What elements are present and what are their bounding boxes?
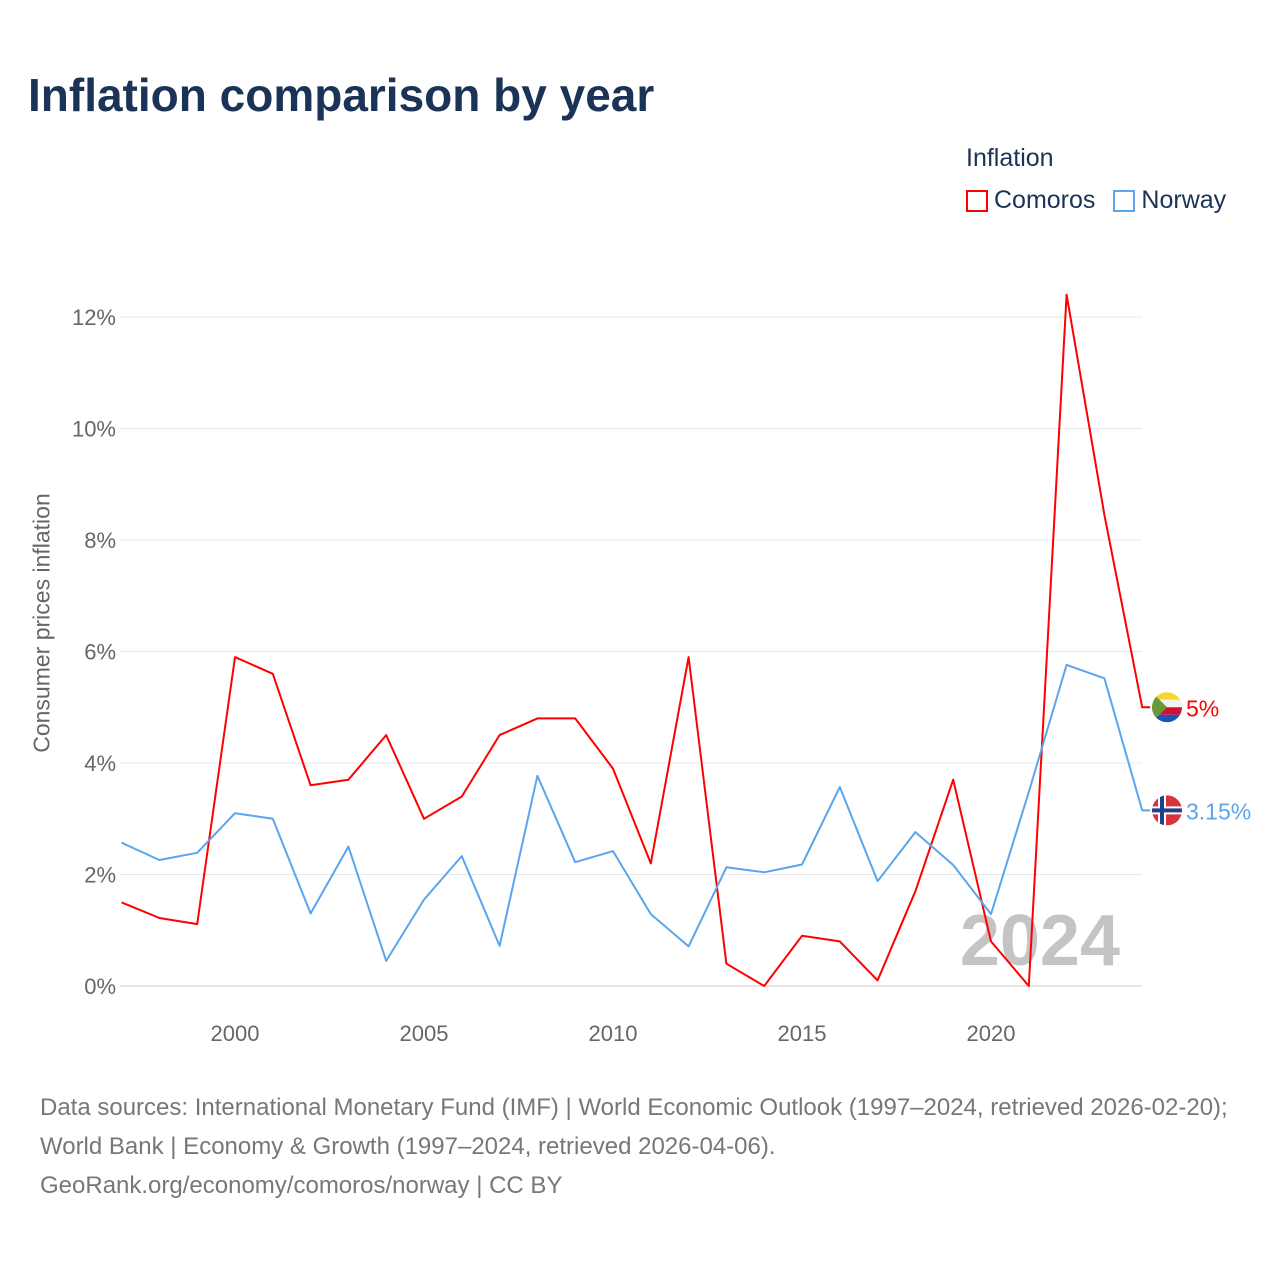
data-point: [800, 934, 804, 938]
data-sources: Data sources: International Monetary Fun…: [40, 1094, 1228, 1160]
y-tick-label: 12%: [72, 305, 116, 330]
data-point: [724, 962, 728, 966]
comoros-flag-icon: [1152, 692, 1182, 723]
data-point: [951, 863, 955, 867]
legend-swatch-comoros: [966, 189, 988, 212]
norway-flag-icon: [1152, 795, 1182, 826]
y-tick-label: 10%: [72, 417, 116, 442]
data-point: [384, 959, 388, 963]
data-point: [535, 716, 539, 720]
x-tick-label: 2015: [778, 1021, 827, 1046]
flag-stripe: [1152, 714, 1182, 723]
end-value-label-norway: 3.15%: [1186, 798, 1251, 824]
data-point: [724, 865, 728, 869]
flag-triangle: [1152, 692, 1167, 723]
data-point: [271, 817, 275, 821]
flag-stripe: [1152, 707, 1182, 715]
data-point: [384, 733, 388, 737]
data-point: [422, 898, 426, 902]
data-point: [498, 944, 502, 948]
y-tick-label: 2%: [84, 863, 116, 888]
y-tick-label: 6%: [84, 640, 116, 665]
data-point: [573, 860, 577, 864]
data-point: [989, 912, 993, 916]
legend-swatch-norway: [1113, 189, 1136, 212]
data-point: [611, 767, 615, 771]
chart-title: Inflation comparison by year: [28, 69, 655, 121]
year-annotation: 2024: [960, 901, 1120, 981]
legend-item-comoros[interactable]: Comoros: [966, 186, 1095, 215]
data-point: [1102, 676, 1106, 680]
data-point: [649, 861, 653, 865]
data-point: [1027, 984, 1031, 988]
end-value-label-comoros: 5%: [1186, 695, 1219, 721]
data-point: [157, 858, 161, 862]
data-point: [346, 778, 350, 782]
legend-item-norway[interactable]: Norway: [1113, 186, 1226, 215]
data-point: [876, 879, 880, 883]
y-tick-label: 4%: [84, 751, 116, 776]
data-point: [687, 944, 691, 948]
data-point: [838, 785, 842, 789]
flag-stripe: [1152, 699, 1182, 708]
x-tick-label: 2010: [589, 1021, 638, 1046]
data-point: [195, 851, 199, 855]
data-point: [1027, 790, 1031, 794]
data-point: [687, 655, 691, 659]
data-point: [1102, 513, 1106, 517]
data-point: [1140, 808, 1144, 812]
data-point: [800, 862, 804, 866]
data-point: [271, 672, 275, 676]
data-point: [120, 841, 124, 845]
series-line-comoros: [121, 293, 1151, 987]
footer: Data sources: International Monetary Fun…: [40, 1088, 1250, 1205]
legend-label: Norway: [1141, 186, 1227, 214]
data-point: [913, 889, 917, 893]
data-point: [762, 870, 766, 874]
x-tick-label: 2020: [967, 1021, 1016, 1046]
y-tick-label: 0%: [84, 974, 116, 999]
data-point: [460, 854, 464, 858]
series-line-norway: [121, 663, 1151, 962]
data-point: [762, 984, 766, 988]
x-tick-label: 2005: [400, 1021, 449, 1046]
legend-label: Comoros: [994, 186, 1096, 214]
data-point: [838, 939, 842, 943]
data-point: [422, 817, 426, 821]
data-point: [1140, 705, 1144, 709]
data-point: [157, 916, 161, 920]
data-point: [989, 939, 993, 943]
data-point: [233, 811, 237, 815]
legend: Comoros Norway: [966, 186, 1226, 215]
y-tick-label: 8%: [84, 528, 116, 553]
data-point: [460, 794, 464, 798]
credit-link[interactable]: GeoRank.org/economy/comoros/norway | CC …: [40, 1172, 563, 1199]
data-point: [309, 783, 313, 787]
data-point: [498, 733, 502, 737]
data-point: [611, 849, 615, 853]
data-point: [535, 774, 539, 778]
flag-part: [1152, 808, 1182, 813]
data-point: [913, 830, 917, 834]
flag-stripe: [1152, 692, 1182, 700]
data-point: [951, 778, 955, 782]
data-point: [120, 900, 124, 904]
data-point: [649, 912, 653, 916]
legend-title: Inflation: [966, 144, 1054, 172]
data-point: [346, 845, 350, 849]
data-point: [876, 978, 880, 982]
data-point: [1065, 663, 1069, 667]
data-point: [195, 922, 199, 926]
x-tick-label: 2000: [211, 1021, 260, 1046]
data-point: [309, 912, 313, 916]
data-point: [573, 716, 577, 720]
data-point: [233, 655, 237, 659]
data-point: [1065, 293, 1069, 297]
